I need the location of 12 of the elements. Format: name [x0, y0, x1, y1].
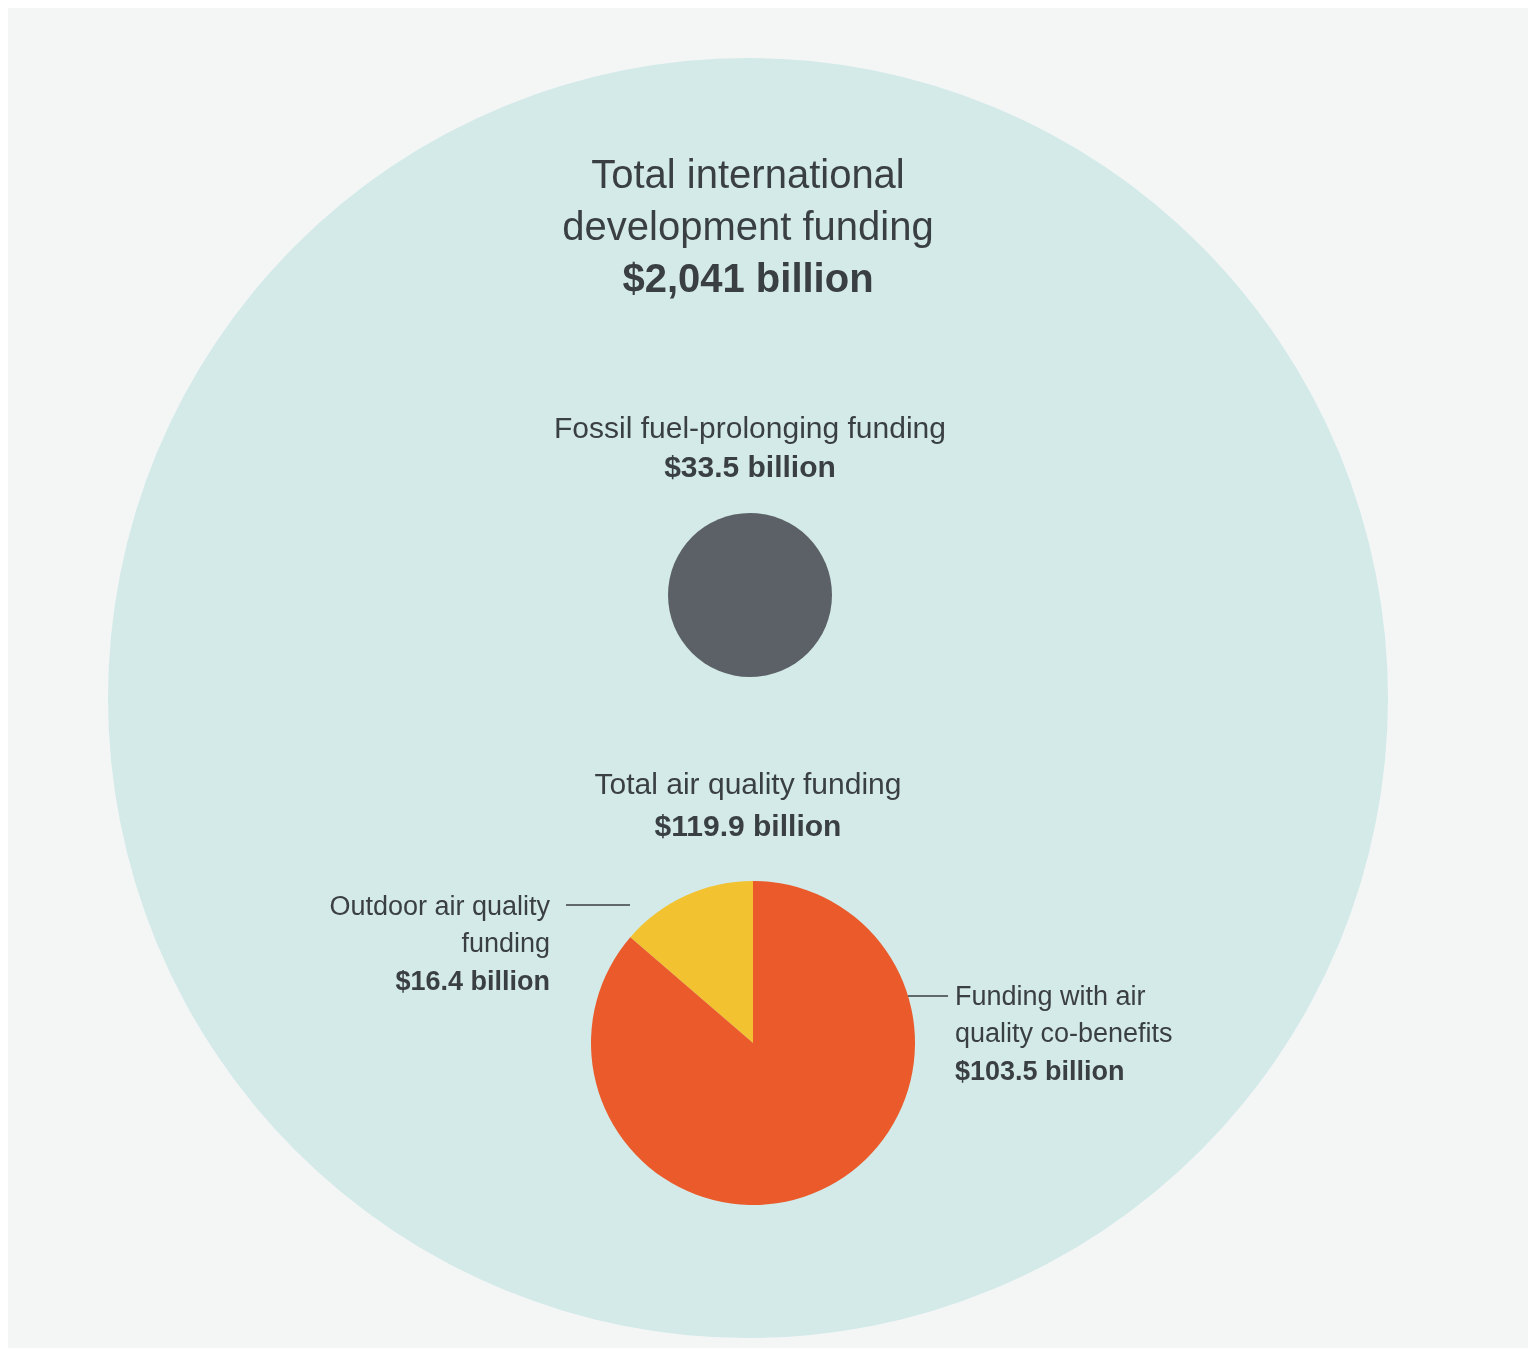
chart-subtitle: $119.9 billion — [653, 808, 843, 844]
slice-label: Funding with air quality co-benefits — [955, 980, 1174, 1051]
data-label: $33.5 billion — [663, 449, 837, 485]
category-label: Total international development funding — [561, 151, 935, 250]
data-label: $16.4 billion — [394, 964, 550, 998]
category-label: Fossil fuel-prolonging funding — [553, 410, 947, 446]
pie-slice — [591, 881, 915, 1205]
data-label: $103.5 billion — [955, 1054, 1126, 1088]
data-label: $2,041 billion — [621, 255, 875, 302]
slice-label: Outdoor air quality funding — [328, 890, 550, 961]
pie-slice — [630, 881, 753, 1043]
chart-title: Total air quality funding — [593, 766, 903, 802]
